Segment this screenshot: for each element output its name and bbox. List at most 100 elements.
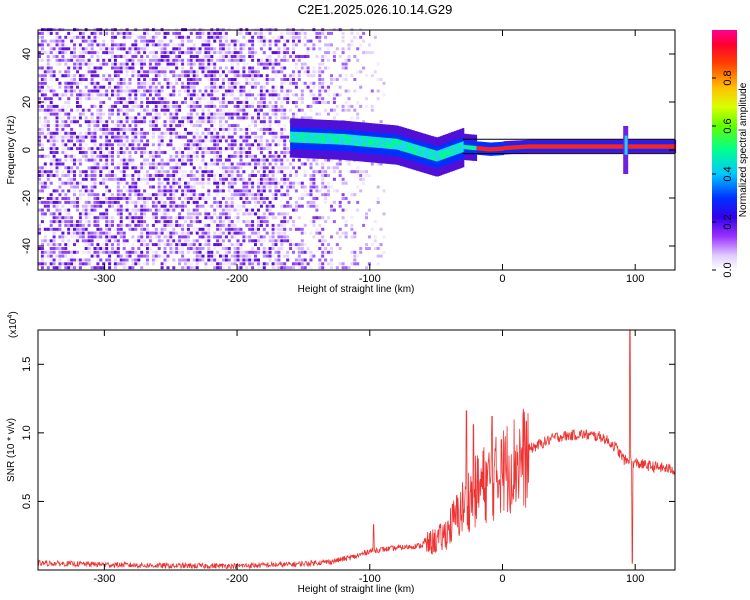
heatmap-cell [230, 112, 234, 116]
heatmap-cell [111, 223, 114, 227]
heatmap-cell [93, 266, 97, 270]
heatmap-cell [134, 212, 138, 216]
heatmap-cell [157, 151, 161, 154]
heatmap-cell [67, 70, 71, 74]
heatmap-cell [330, 141, 333, 145]
heatmap-cell [306, 155, 309, 159]
heatmap-cell [210, 120, 214, 124]
heatmap-cell [78, 262, 82, 266]
heatmap-cell [242, 254, 246, 258]
heatmap-cell [339, 148, 342, 152]
heatmap-cell [108, 174, 112, 177]
heatmap-cell [376, 262, 380, 266]
heatmap-cell [245, 62, 249, 66]
heatmap-cell [221, 127, 225, 131]
heatmap-cell [274, 193, 278, 197]
heatmap-cell [227, 108, 231, 112]
heatmap-cell [350, 149, 353, 152]
heatmap-cell [186, 62, 190, 66]
heatmap-cell [52, 216, 56, 220]
heatmap-cell [58, 166, 62, 170]
heatmap-cell [157, 101, 161, 104]
heatmap-cell [113, 239, 117, 243]
heatmap-cell [49, 39, 53, 43]
heatmap-cell [143, 112, 147, 116]
heatmap-cell [309, 153, 312, 157]
heatmap-cell [178, 197, 182, 200]
heatmap-cell [122, 81, 126, 85]
heatmap-cell [84, 78, 88, 81]
heatmap-cell [111, 112, 114, 116]
heatmap-cell [125, 89, 129, 93]
heatmap-cell [309, 185, 313, 189]
heatmap-cell [113, 227, 117, 231]
heatmap-cell [293, 131, 296, 134]
heatmap-cell [207, 127, 211, 131]
heatmap-cell [113, 200, 117, 204]
heatmap-cell [315, 145, 318, 148]
heatmap-cell [70, 93, 74, 97]
heatmap-cell [230, 116, 234, 120]
heatmap-cell [344, 123, 347, 126]
heatmap-cell [259, 97, 263, 101]
heatmap-cell [325, 124, 328, 127]
heatmap-cell [245, 212, 249, 216]
heatmap-cell [175, 158, 179, 162]
heatmap-cell [344, 58, 348, 62]
heatmap-cell [331, 139, 334, 143]
heatmap-cell [294, 243, 298, 247]
heatmap-cell [52, 108, 56, 112]
heatmap-cell [137, 116, 141, 120]
heatmap-cell [216, 35, 220, 39]
heatmap-cell [49, 193, 53, 197]
heatmap-cell [90, 62, 94, 66]
heatmap-cell [344, 235, 348, 239]
heatmap-cell [148, 177, 152, 181]
heatmap-cell [207, 177, 211, 181]
heatmap-cell [322, 147, 325, 151]
heatmap-cell [38, 231, 41, 235]
heatmap-cell [166, 170, 170, 174]
heatmap-cell [67, 97, 71, 101]
heatmap-cell [78, 151, 82, 154]
heatmap-cell [192, 47, 196, 51]
heatmap-cell [210, 85, 214, 89]
heatmap-cell [175, 81, 179, 85]
heatmap-cell [342, 125, 345, 128]
heatmap-cell [325, 126, 328, 129]
heatmap-cell [341, 150, 344, 154]
heatmap-cell [277, 124, 281, 128]
heatmap-cell [355, 132, 358, 136]
heatmap-cell [102, 112, 106, 116]
heatmap-cell [55, 147, 59, 151]
heatmap-cell [96, 223, 100, 227]
heatmap-cell [125, 47, 129, 51]
heatmap-cell [93, 223, 97, 227]
heatmap-cell [119, 258, 123, 262]
heatmap-cell [96, 193, 100, 197]
heatmap-cell [122, 154, 126, 158]
heatmap-cell [353, 147, 356, 151]
heatmap-cell [227, 131, 231, 135]
heatmap-cell [294, 146, 298, 150]
heatmap-cell [221, 116, 225, 120]
heatmap-cell [122, 266, 126, 270]
heatmap-cell [87, 200, 91, 204]
heatmap-cell [87, 247, 91, 250]
heatmap-cell [166, 162, 170, 166]
heatmap-cell [116, 204, 120, 208]
heatmap-cell [293, 133, 296, 137]
heatmap-cell [300, 197, 304, 200]
heatmap-cell [151, 158, 155, 162]
heatmap-cell [336, 155, 339, 158]
heatmap-cell [119, 89, 123, 93]
heatmap-cell [318, 216, 322, 220]
heatmap-cell [336, 122, 339, 126]
heatmap-cell [178, 250, 182, 254]
heatmap-cell [195, 101, 199, 104]
heatmap-cell [96, 85, 100, 89]
heatmap-cell [306, 66, 310, 70]
heatmap-cell [286, 47, 290, 51]
heatmap-cell [93, 74, 97, 78]
heatmap-cell [221, 197, 225, 200]
